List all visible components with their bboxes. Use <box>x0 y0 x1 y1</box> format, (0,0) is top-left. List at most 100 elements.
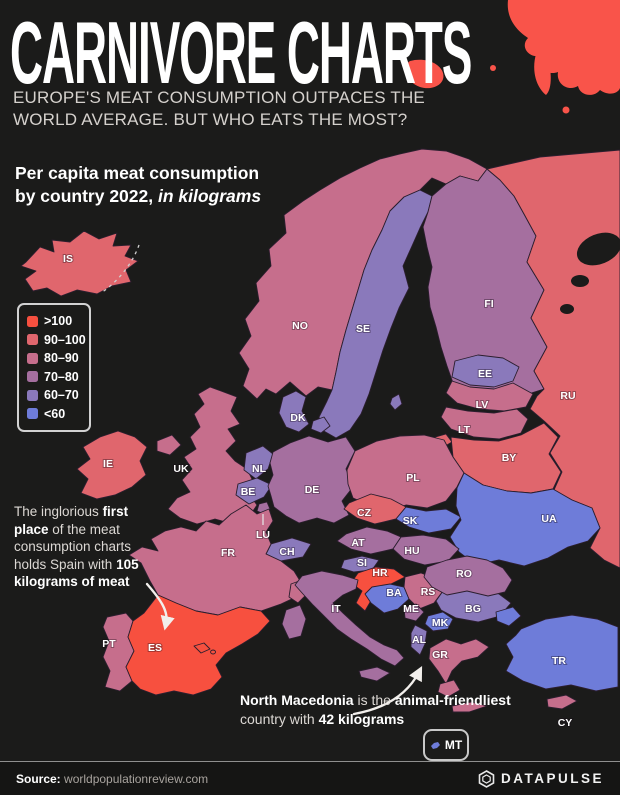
source-value: worldpopulationreview.com <box>64 771 209 786</box>
country-label-IE: IE <box>103 458 113 470</box>
legend-item: 70–80 <box>27 368 89 387</box>
country-label-FI: FI <box>484 298 493 310</box>
annotation-spain-bold-1: first place <box>14 504 129 537</box>
country-UK <box>156 434 182 456</box>
annotation-mk-text-1: is the <box>353 692 395 708</box>
subtitle-line-2: WORLD AVERAGE. BUT WHO EATS THE MOST? <box>13 109 408 129</box>
country-DE <box>267 435 356 524</box>
legend-swatch <box>27 352 38 364</box>
country-RO <box>423 555 513 597</box>
country-label-MK: MK <box>432 617 449 629</box>
country-label-LV: LV <box>476 399 489 411</box>
legend-swatch <box>27 315 38 327</box>
country-label-UA: UA <box>541 513 557 525</box>
legend-label: 90–100 <box>44 332 86 347</box>
country-label-NO: NO <box>292 320 308 332</box>
country-label-HU: HU <box>404 545 419 557</box>
country-SE <box>389 393 403 411</box>
country-labels: IS NO SE FI EE LV LT RU BY DK UK IE NL BE LU DE PL CZ SK UA… <box>62 252 577 730</box>
country-MK <box>424 611 454 632</box>
country-IT <box>281 604 307 640</box>
country-label-DK: DK <box>290 412 306 424</box>
country-label-CY: CY <box>558 717 573 729</box>
country-label-AT: AT <box>351 537 365 549</box>
legend-label: >100 <box>44 314 73 329</box>
malta-shape <box>430 741 440 749</box>
country-UK <box>167 386 258 525</box>
legend-item: 80–90 <box>27 349 89 368</box>
country-TR <box>505 614 619 692</box>
legend-swatch <box>27 334 38 346</box>
country-label-EE: EE <box>478 368 492 380</box>
country-label-PT: PT <box>102 638 116 650</box>
country-NL <box>243 445 274 480</box>
country-label-UK: UK <box>173 463 189 475</box>
country-LT <box>440 406 529 440</box>
country-label-ME: ME <box>403 603 419 615</box>
country-PL <box>346 434 465 512</box>
country-label-IS: IS <box>63 253 73 265</box>
country-label-RU: RU <box>560 390 575 402</box>
map-heading-line-2-prefix: by country 2022, <box>15 185 158 206</box>
iceland-dashed-line <box>100 244 140 294</box>
country-AT <box>336 526 402 555</box>
country-label-PL: PL <box>406 472 420 484</box>
legend-item: 90–100 <box>27 331 89 350</box>
country-label-SK: SK <box>403 515 418 527</box>
legend-swatch <box>27 389 38 401</box>
annotation-spain: The inglorious first place of the meat c… <box>14 503 144 591</box>
annotation-mk-bold-1: North Macedonia <box>240 692 354 708</box>
country-DK <box>310 416 331 434</box>
brand-logo: DATAPULSE <box>478 769 604 788</box>
annotation-spain-text-2: of the meat consumption charts holds Spa… <box>14 521 132 572</box>
country-label-RO: RO <box>456 568 472 580</box>
legend: >100 90–100 80–90 70–80 60–70 <60 <box>17 303 91 432</box>
country-CY <box>546 694 578 710</box>
country-label-LU: LU <box>256 529 270 541</box>
legend-label: 60–70 <box>44 388 79 403</box>
country-label-NL: NL <box>252 463 267 475</box>
annotation-spain-text-1: The inglorious <box>14 504 103 519</box>
country-label-AL: AL <box>412 634 427 646</box>
country-SE <box>318 189 433 439</box>
country-GR <box>428 638 490 685</box>
legend-item: <60 <box>27 405 89 424</box>
legend-label: 80–90 <box>44 351 79 366</box>
country-ES <box>193 642 211 654</box>
country-label-CH: CH <box>279 546 294 558</box>
arrow-to-north-macedonia <box>352 666 423 716</box>
country-label-ES: ES <box>148 642 162 654</box>
country-label-FR: FR <box>221 547 235 559</box>
annotation-mk-text-2: country with <box>240 710 319 727</box>
sea-lakes <box>560 232 620 314</box>
map-heading-line-2: by country 2022, in kilograms <box>15 185 261 208</box>
country-IE <box>76 430 148 500</box>
country-LV <box>445 380 534 412</box>
legend-label: <60 <box>44 406 66 421</box>
country-IT <box>358 666 391 682</box>
country-label-BE: BE <box>241 486 256 498</box>
country-GR <box>451 701 488 713</box>
country-label-RS: RS <box>421 586 436 598</box>
country-PT <box>102 612 135 692</box>
country-DK <box>278 390 310 433</box>
arrow-to-spain <box>145 582 175 631</box>
country-label-CZ: CZ <box>357 507 372 519</box>
footer: Source: worldpopulationreview.com DATAPU… <box>0 761 620 795</box>
brand-name: DATAPULSE <box>501 771 604 786</box>
country-label-TR: TR <box>552 655 566 667</box>
country-EE <box>451 354 520 388</box>
country-label-BA: BA <box>386 587 402 599</box>
country-label-GR: GR <box>432 649 448 661</box>
legend-item: 60–70 <box>27 386 89 405</box>
country-SK <box>395 506 462 534</box>
country-label-BG: BG <box>465 603 481 615</box>
country-label-SI: SI <box>357 557 367 569</box>
country-BE <box>235 477 273 505</box>
legend-swatch <box>27 408 38 420</box>
country-shapes <box>20 148 620 713</box>
map-heading-units: in kilograms <box>157 185 262 206</box>
country-AL <box>410 624 428 656</box>
annotation-spain-bold-2: 105 kilograms of meat <box>14 556 139 590</box>
